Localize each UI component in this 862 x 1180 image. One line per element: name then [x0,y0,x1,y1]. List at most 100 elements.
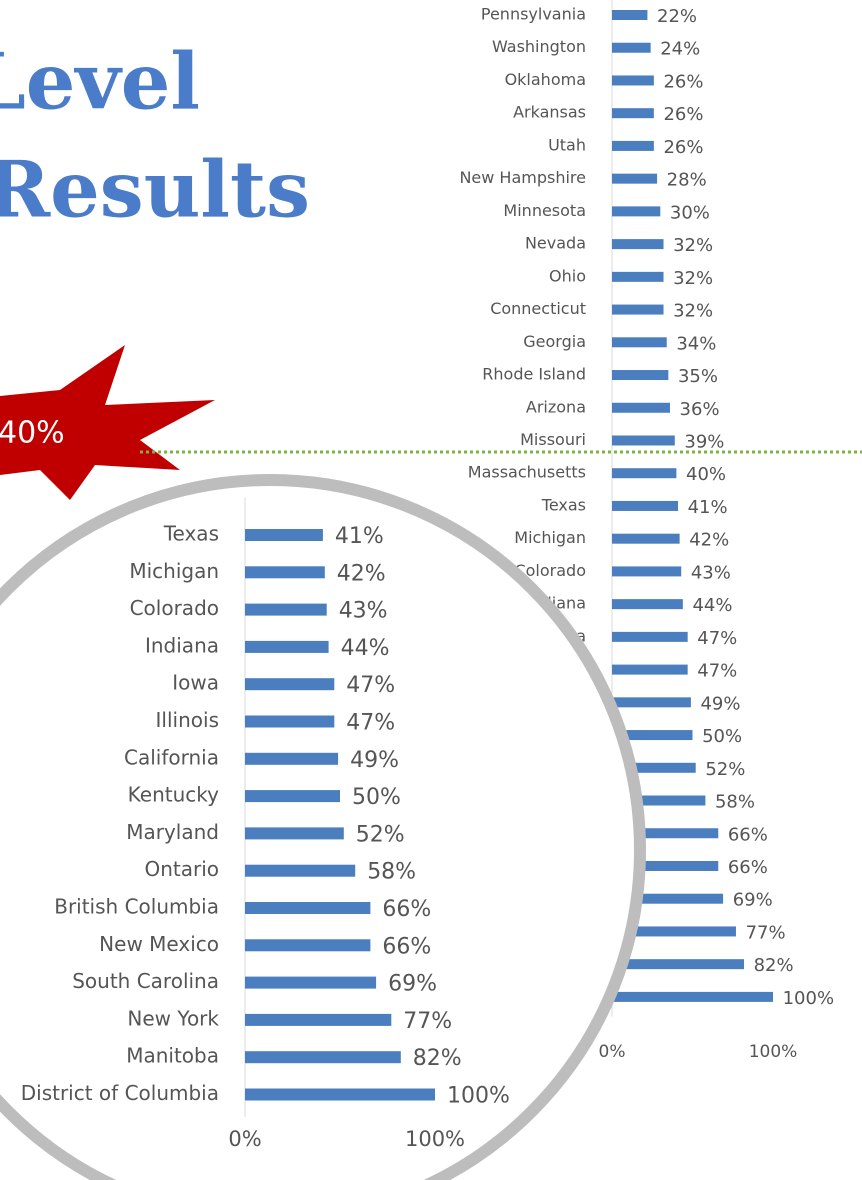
category-label: Minnesota [503,201,586,220]
x-tick-label: 100% [405,1127,465,1151]
bar [245,1013,392,1026]
bar [245,640,329,653]
bar [245,529,323,541]
value-label: 66% [382,934,431,959]
value-label: 39% [684,431,724,452]
bar [245,1051,401,1064]
value-label: 82% [413,1046,462,1071]
bar [612,991,773,1002]
bar [612,370,669,381]
bar [612,730,693,741]
value-label: 66% [728,857,768,878]
bar [612,271,664,282]
value-label: 77% [403,1009,452,1034]
value-label: 49% [700,693,740,714]
value-label: 69% [388,972,437,997]
value-label: 66% [728,824,768,845]
value-label: 43% [691,562,731,583]
bar [245,566,325,579]
bar [612,860,719,871]
category-label: Ohio [549,266,586,285]
bar [245,864,356,877]
value-label: 47% [346,673,395,698]
bar [612,468,677,479]
category-label: Connecticut [490,299,586,318]
category-label: Missouri [520,430,586,449]
bar [245,827,344,840]
value-label: 58% [367,860,416,885]
category-label: Nevada [525,234,586,253]
category-label: Pennsylvania [481,5,586,24]
value-label: 42% [689,530,729,551]
value-label: 44% [692,595,732,616]
category-label: Illinois [156,708,219,732]
value-label: 69% [733,890,773,911]
title-line: Level [0,37,200,128]
value-label: 66% [382,897,431,922]
value-label: 32% [673,235,713,256]
category-label: Iowa [172,671,219,695]
bar [245,902,371,914]
category-label: Massachusetts [468,463,586,482]
value-label: 42% [337,561,386,586]
bar [612,337,667,348]
category-label: Oklahoma [505,70,586,89]
bar [612,533,680,544]
bar [612,893,724,904]
x-tick-label: 0% [599,1042,626,1062]
category-label: Michigan [514,528,586,547]
value-label: 30% [670,202,710,223]
category-label: Georgia [523,332,586,351]
value-label: 36% [680,399,720,420]
bar [612,664,688,675]
bar [245,752,339,765]
value-label: 47% [697,628,737,649]
category-label: Arizona [526,397,586,416]
bar [245,715,335,728]
bar [612,140,654,151]
bar [612,566,682,577]
category-label: Texas [163,522,219,546]
value-label: 52% [705,759,745,780]
bar [245,939,371,952]
value-label: 34% [676,333,716,354]
bar [612,10,648,20]
value-label: 50% [352,785,401,810]
category-label: New Mexico [99,932,219,956]
value-label: 26% [663,71,703,92]
value-label: 47% [697,661,737,682]
value-label: 50% [702,726,742,747]
category-label: Manitoba [126,1044,219,1068]
category-label: Ontario [144,857,219,881]
bar [245,678,335,691]
category-label: Indiana [145,633,219,657]
category-label: Rhode Island [482,365,586,384]
category-label: Utah [548,135,586,154]
bar [612,206,661,217]
category-label: Texas [541,495,586,514]
value-label: 43% [339,599,388,624]
category-label: Maryland [126,820,219,844]
value-label: 24% [660,39,700,60]
bar [612,500,679,511]
bar [612,239,664,250]
bar [612,75,654,86]
category-label: South Carolina [72,969,219,993]
value-label: 40% [686,464,726,485]
bar [612,828,719,839]
value-label: 58% [715,792,755,813]
category-label: California [124,745,219,769]
bar [612,599,683,610]
x-tick-label: 0% [228,1127,261,1151]
value-label: 77% [746,922,786,943]
bar [612,762,696,773]
value-label: 26% [663,104,703,125]
callout-text: 40% [0,416,65,451]
category-label: Kentucky [128,783,219,807]
value-label: 32% [673,268,713,289]
value-label: 35% [678,366,718,387]
bar [612,42,651,53]
bar [612,402,670,413]
bar [245,790,340,803]
